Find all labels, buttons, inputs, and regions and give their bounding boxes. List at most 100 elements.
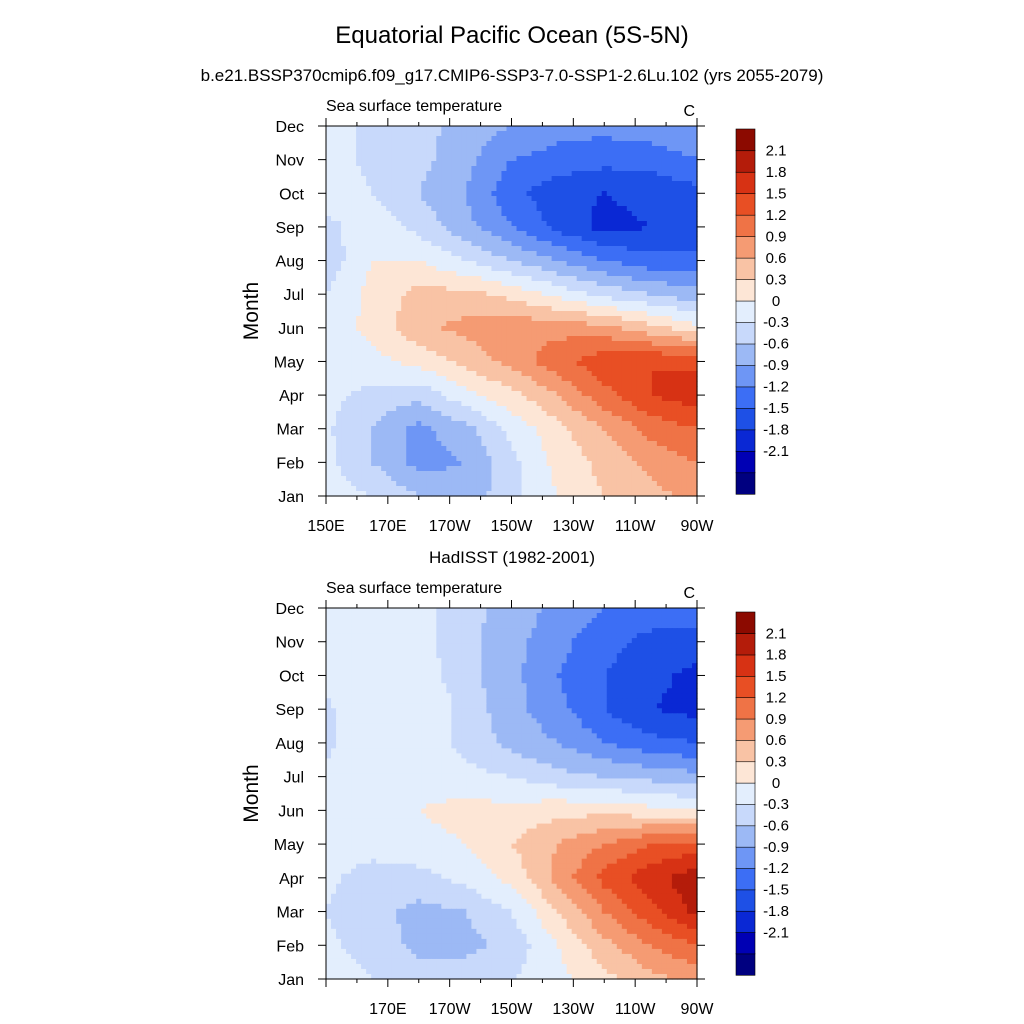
- data-cell: [481, 451, 488, 457]
- data-cell: [496, 136, 503, 142]
- data-cell: [511, 336, 518, 342]
- data-cell: [516, 171, 523, 177]
- data-cell: [466, 226, 472, 232]
- data-cell: [361, 456, 367, 462]
- data-cell: [481, 191, 488, 197]
- data-cell: [556, 311, 563, 317]
- data-cell: [631, 326, 638, 332]
- data-cell: [371, 261, 377, 267]
- data-cell: [391, 451, 397, 457]
- data-cell: [551, 341, 558, 347]
- data-cell: [521, 251, 528, 257]
- data-cell: [371, 281, 377, 287]
- data-cell: [641, 181, 648, 187]
- data-cell: [426, 281, 432, 287]
- data-cell: [406, 181, 412, 187]
- data-cell: [426, 251, 432, 257]
- data-cell: [411, 136, 417, 142]
- data-cell: [371, 181, 377, 187]
- data-cell: [481, 411, 488, 417]
- data-cell: [616, 416, 623, 422]
- data-cell: [416, 331, 422, 337]
- data-cell: [591, 391, 598, 397]
- data-cell: [406, 391, 412, 397]
- data-cell: [366, 316, 372, 322]
- data-cell: [401, 446, 407, 452]
- data-cell: [651, 256, 658, 262]
- data-cell: [626, 341, 633, 347]
- data-cell: [656, 191, 663, 197]
- data-cell: [451, 406, 457, 412]
- data-cell: [346, 441, 352, 447]
- data-cell: [366, 211, 372, 217]
- data-cell: [516, 126, 523, 132]
- data-cell: [431, 366, 437, 372]
- data-cell: [341, 436, 347, 442]
- data-cell: [681, 226, 688, 232]
- data-cell: [656, 451, 663, 457]
- data-cell: [686, 166, 693, 172]
- data-cell: [466, 426, 472, 432]
- data-cell: [441, 186, 447, 192]
- data-cell: [631, 291, 638, 297]
- data-cell: [426, 336, 432, 342]
- data-cell: [426, 441, 432, 447]
- data-cell: [686, 386, 693, 392]
- data-cell: [501, 461, 508, 467]
- data-cell: [331, 231, 337, 237]
- data-cell: [631, 371, 638, 377]
- data-cell: [621, 321, 628, 327]
- data-cell: [551, 236, 558, 242]
- data-cell: [331, 406, 337, 412]
- data-cell: [461, 306, 467, 312]
- data-cell: [481, 381, 488, 387]
- data-cell: [676, 426, 683, 432]
- data-cell: [326, 456, 332, 462]
- data-cell: [516, 436, 523, 442]
- data-cell: [631, 191, 638, 197]
- data-cell: [606, 326, 613, 332]
- data-cell: [656, 386, 663, 392]
- data-cell: [646, 431, 653, 437]
- data-cell: [621, 391, 628, 397]
- data-cell: [656, 436, 663, 442]
- data-cell: [511, 361, 518, 367]
- data-cell: [636, 431, 643, 437]
- data-cell: [331, 321, 337, 327]
- data-cell: [576, 171, 583, 177]
- data-cell: [576, 156, 583, 162]
- data-cell: [431, 326, 437, 332]
- data-cell: [411, 451, 417, 457]
- data-cell: [571, 381, 578, 387]
- data-cell: [591, 241, 598, 247]
- data-cell: [596, 181, 603, 187]
- data-cell: [586, 231, 593, 237]
- data-cell: [631, 446, 638, 452]
- data-cell: [666, 371, 673, 377]
- data-cell: [636, 306, 643, 312]
- data-cell: [461, 186, 467, 192]
- data-cell: [331, 266, 337, 272]
- data-cell: [431, 141, 437, 147]
- data-cell: [546, 396, 553, 402]
- data-cell: [361, 126, 367, 132]
- data-cell: [656, 321, 663, 327]
- data-cell: [391, 371, 397, 377]
- data-cell: [676, 366, 683, 372]
- data-cell: [676, 161, 683, 167]
- data-cell: [476, 236, 483, 242]
- data-cell: [661, 241, 668, 247]
- data-cell: [531, 326, 538, 332]
- data-cell: [471, 371, 477, 377]
- data-cell: [621, 346, 628, 352]
- data-cell: [351, 426, 357, 432]
- data-cell: [406, 161, 412, 167]
- data-cell: [536, 281, 543, 287]
- data-cell: [556, 146, 563, 152]
- data-cell: [596, 451, 603, 457]
- data-cell: [561, 151, 568, 157]
- data-cell: [361, 336, 367, 342]
- data-cell: [491, 286, 498, 292]
- data-cell: [451, 411, 457, 417]
- data-cell: [341, 421, 347, 427]
